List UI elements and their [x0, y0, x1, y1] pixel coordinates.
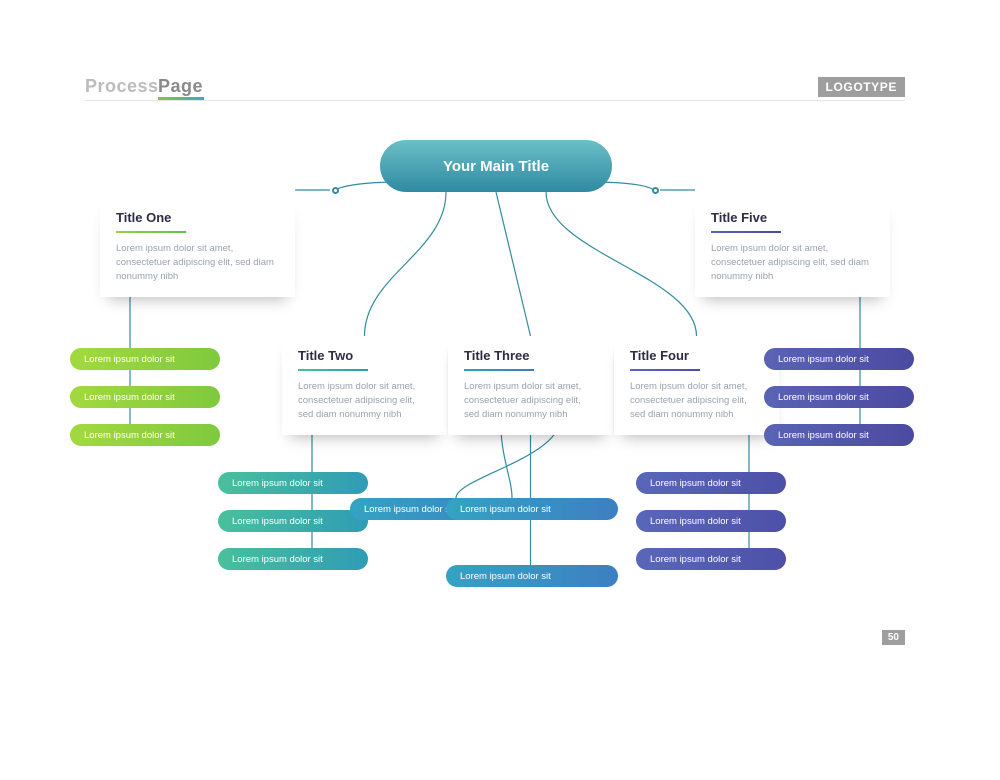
pill-five-0: Lorem ipsum dolor sit: [764, 348, 914, 370]
card-two-body: Lorem ipsum dolor sit amet, consectetuer…: [298, 380, 431, 421]
logotype: LOGOTYPE: [818, 77, 905, 97]
card-three: Title Three Lorem ipsum dolor sit amet, c…: [448, 336, 613, 435]
diagram-canvas: Process Page LOGOTYPE Your Main Title Ti…: [0, 0, 1000, 780]
pill-one-1: Lorem ipsum dolor sit: [70, 386, 220, 408]
pill-one-0: Lorem ipsum dolor sit: [70, 348, 220, 370]
pill-two-1: Lorem ipsum dolor sit: [218, 510, 368, 532]
pill-two-0: Lorem ipsum dolor sit: [218, 472, 368, 494]
card-four: Title Four Lorem ipsum dolor sit amet, co…: [614, 336, 779, 435]
card-two-title: Title Two: [298, 348, 431, 363]
card-four-body: Lorem ipsum dolor sit amet, consectetuer…: [630, 380, 763, 421]
pill-five-1: Lorem ipsum dolor sit: [764, 386, 914, 408]
card-five-body: Lorem ipsum dolor sit amet, consectetuer…: [711, 242, 874, 283]
card-three-accent: [464, 369, 534, 371]
card-three-title: Title Three: [464, 348, 597, 363]
card-one-title: Title One: [116, 210, 279, 225]
card-five-title: Title Five: [711, 210, 874, 225]
header-word2: Page: [158, 76, 203, 97]
connector-dot-right: [652, 187, 659, 194]
header-word1: Process: [85, 76, 159, 97]
connector-dot-left: [332, 187, 339, 194]
pill-five-2: Lorem ipsum dolor sit: [764, 424, 914, 446]
pill-four-0: Lorem ipsum dolor sit: [636, 472, 786, 494]
card-one-body: Lorem ipsum dolor sit amet, consectetuer…: [116, 242, 279, 283]
card-four-title: Title Four: [630, 348, 763, 363]
card-three-body: Lorem ipsum dolor sit amet, consectetuer…: [464, 380, 597, 421]
card-two-accent: [298, 369, 368, 371]
card-one: Title One Lorem ipsum dolor sit amet, con…: [100, 198, 295, 297]
pill-three-2: Lorem ipsum dolor sit: [446, 565, 618, 587]
pill-four-2: Lorem ipsum dolor sit: [636, 548, 786, 570]
page-number: 50: [882, 630, 905, 645]
card-two: Title Two Lorem ipsum dolor sit amet, con…: [282, 336, 447, 435]
card-five: Title Five Lorem ipsum dolor sit amet, co…: [695, 198, 890, 297]
card-five-accent: [711, 231, 781, 233]
main-title-pill: Your Main Title: [380, 140, 612, 192]
pill-three-1: Lorem ipsum dolor sit: [446, 498, 618, 520]
card-one-accent: [116, 231, 186, 233]
pill-four-1: Lorem ipsum dolor sit: [636, 510, 786, 532]
main-title-text: Your Main Title: [443, 158, 549, 175]
pill-one-2: Lorem ipsum dolor sit: [70, 424, 220, 446]
card-four-accent: [630, 369, 700, 371]
pill-two-2: Lorem ipsum dolor sit: [218, 548, 368, 570]
header-rule: [85, 100, 905, 101]
